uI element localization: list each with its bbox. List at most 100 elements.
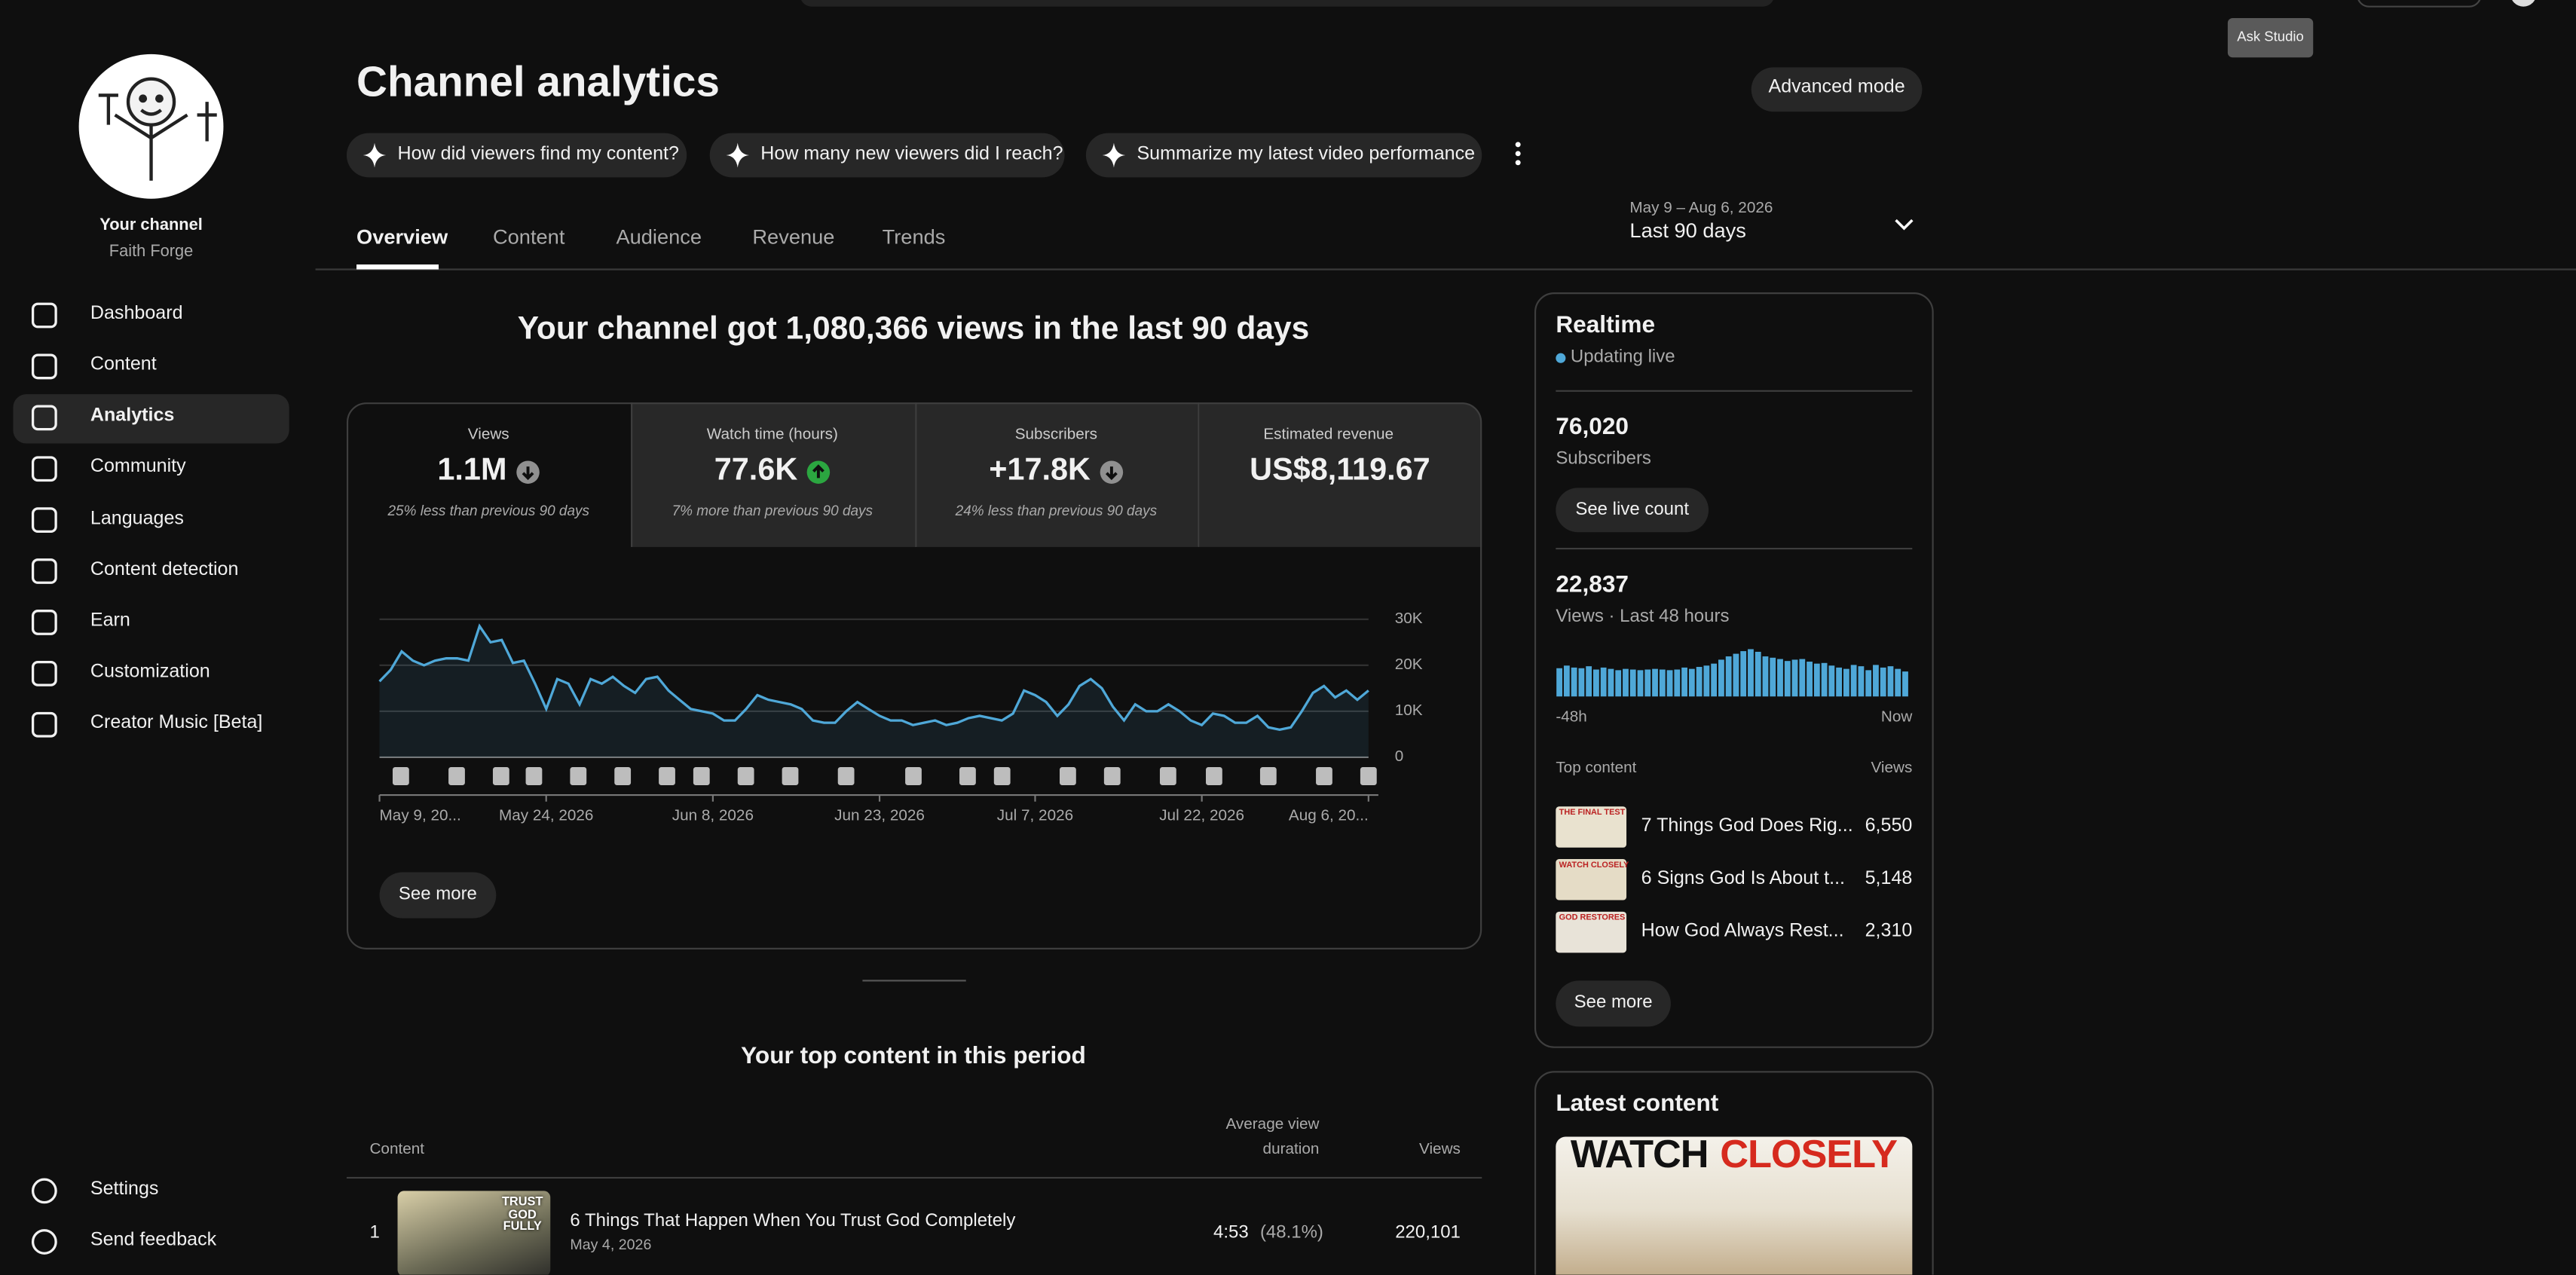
search-bar[interactable] [800, 0, 1775, 7]
realtime-bar [1902, 671, 1908, 697]
video-marker [737, 766, 754, 785]
video-marker [1259, 766, 1277, 785]
prompt-chip[interactable] [1085, 133, 1482, 178]
item-title[interactable]: How God Always Rest... [1641, 922, 1844, 942]
row-duration: 4:53 [1213, 1222, 1249, 1243]
realtime-bar [1770, 657, 1776, 697]
item-thumbnail[interactable] [1556, 806, 1627, 848]
metric-label: Watch time (hours) [706, 426, 838, 445]
metric-value-row: 1.1M [437, 454, 540, 490]
prompt-text[interactable]: How did viewers find my content? [397, 143, 679, 164]
create-button[interactable] [2357, 0, 2481, 8]
latest-card [1534, 1071, 1934, 1275]
realtime-bar [1593, 669, 1599, 697]
row-date: May 4, 2026 [570, 1236, 652, 1253]
video-marker [570, 766, 587, 785]
nav-highlight [13, 394, 289, 444]
prompt-text[interactable]: Summarize my latest video performance [1137, 143, 1476, 164]
account-avatar[interactable] [2510, 0, 2537, 7]
metric-tile[interactable] [914, 402, 1198, 547]
sparkle-icon [363, 142, 387, 168]
trend-icon [1099, 460, 1123, 483]
metric-tile[interactable] [630, 402, 915, 547]
realtime-bar [1644, 669, 1651, 697]
realtime-bar [1733, 653, 1739, 697]
realtime-bar [1615, 670, 1622, 697]
realtime-bar [1571, 667, 1577, 697]
realtime-bar [1895, 668, 1901, 697]
video-marker [448, 766, 465, 785]
metric-value: US$8,119.67 [1250, 453, 1430, 488]
item-title[interactable]: 6 Signs God Is About t... [1641, 869, 1846, 889]
live-count-bg[interactable] [1556, 488, 1709, 533]
see-more-button[interactable]: See more [1574, 992, 1653, 1013]
nav-icon [31, 1178, 57, 1204]
row-thumbnail[interactable] [397, 1191, 551, 1275]
latest-thumbnail[interactable] [1556, 1136, 1913, 1275]
thumbnail-text: GOD RESTORES [1559, 913, 1626, 924]
realtime-bar [1784, 661, 1791, 697]
thumbnail-text: WATCH CLOSELY [1559, 861, 1629, 871]
card-title: Latest content [1556, 1091, 1719, 1118]
video-marker [905, 766, 922, 785]
row-title[interactable]: 6 Things That Happen When You Trust God … [570, 1211, 1016, 1231]
item-thumbnail[interactable] [1556, 859, 1627, 900]
realtime-bar [1725, 656, 1732, 697]
tab[interactable]: Revenue [752, 225, 835, 249]
realtime-bar [1674, 669, 1681, 697]
nav-icon [31, 1229, 57, 1255]
nav-item[interactable]: Content detection [90, 560, 239, 580]
see-more-bg[interactable] [379, 872, 497, 919]
nav-item[interactable]: Dashboard [90, 304, 183, 324]
video-marker [1360, 766, 1377, 785]
realtime-bar [1608, 668, 1614, 697]
video-marker [837, 766, 855, 785]
thumbnail-text: THE FINAL TEST [1559, 808, 1626, 818]
date-dropdown-chevron[interactable] [1895, 219, 1914, 231]
metric-tile[interactable] [1198, 402, 1482, 547]
tab[interactable]: Content [492, 225, 565, 249]
realtime-bar [1865, 670, 1872, 697]
tab[interactable]: Overview [356, 225, 448, 249]
nav-item[interactable]: Languages [90, 509, 184, 529]
row-percent: (48.1%) [1259, 1222, 1323, 1243]
nav-item[interactable]: Earn [90, 610, 130, 631]
column-header: Content [369, 1140, 425, 1159]
sparkle-icon [726, 142, 750, 168]
advanced-button-bg[interactable] [1751, 67, 1923, 112]
prompt-chip[interactable] [346, 133, 687, 178]
date-range-label[interactable]: Last 90 days [1629, 219, 1746, 243]
see-more-button[interactable]: See more [398, 884, 477, 904]
realtime-bar [1696, 667, 1703, 697]
nav-item[interactable]: Send feedback [90, 1230, 217, 1251]
nav-item[interactable]: Content [90, 355, 157, 375]
trend-icon [806, 460, 830, 483]
thumbnail-word: WATCH [1570, 1133, 1709, 1178]
item-title[interactable]: 7 Things God Does Rig... [1641, 816, 1853, 836]
prompt-text[interactable]: How many new viewers did I reach? [760, 143, 1063, 164]
realtime-bar [1858, 666, 1865, 697]
realtime-bar [1666, 670, 1673, 697]
nav-item[interactable]: Analytics [90, 406, 175, 427]
tab[interactable]: Trends [882, 225, 946, 249]
metric-note: 25% less than previous 90 days [387, 502, 589, 519]
realtime-bar [1843, 668, 1849, 697]
realtime-bar [1873, 665, 1879, 697]
date-range: May 9 – Aug 6, 2026 [1629, 199, 1773, 218]
bar-end-label: Now [1880, 708, 1913, 727]
nav-item[interactable]: Community [90, 457, 186, 478]
nav-icon [31, 660, 57, 686]
nav-item[interactable]: Settings [90, 1179, 159, 1200]
see-more-bg[interactable] [1556, 980, 1671, 1027]
more-menu[interactable] [1515, 142, 1521, 166]
x-tick-label: Jul 22, 2026 [1159, 806, 1245, 825]
nav-item[interactable]: Customization [90, 662, 210, 682]
item-thumbnail[interactable] [1556, 911, 1627, 953]
tab[interactable]: Audience [616, 225, 702, 249]
nav-item[interactable]: Creator Music [Beta] [90, 713, 263, 733]
advanced-button[interactable]: Advanced mode [1768, 77, 1905, 97]
prompt-chip[interactable] [709, 133, 1065, 178]
live-count-button[interactable]: See live count [1575, 499, 1690, 519]
video-marker [392, 766, 409, 785]
realtime-card [1534, 292, 1934, 1048]
